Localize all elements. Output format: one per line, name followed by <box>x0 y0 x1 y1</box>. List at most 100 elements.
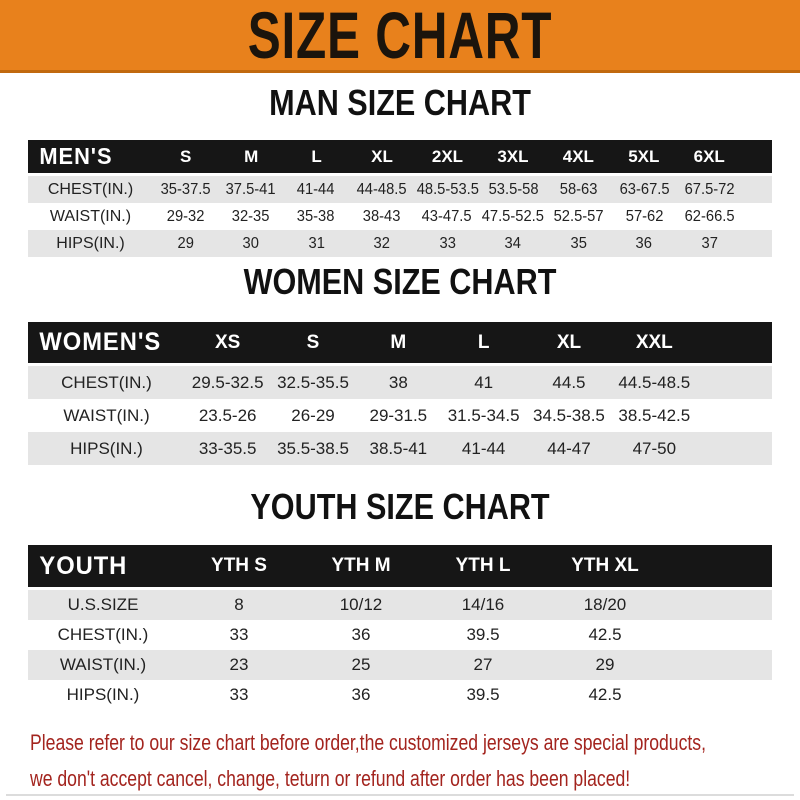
table-header-row: YOUTH YTH S YTH M YTH L YTH XL <box>28 545 772 587</box>
size-value: 42.5 <box>588 685 622 704</box>
column-spacer <box>697 342 772 343</box>
size-value: 67.5-72 <box>684 180 735 198</box>
column-spacer <box>666 695 772 696</box>
column-header: YTH S <box>211 555 267 576</box>
size-value: 38 <box>388 372 408 392</box>
size-value: 52.5-57 <box>554 207 605 225</box>
column-header: XL <box>371 146 393 166</box>
women-size-table: WOMEN'S XS S M L XL XXL CHEST(IN.) 29.5-32.5 32.5… <box>28 322 772 465</box>
youth-size-table: YOUTH YTH S YTH M YTH L YTH XL U.S.SIZE 8 10/12… <box>28 545 772 710</box>
section-heading-youth: YOUTH SIZE CHART <box>0 488 800 534</box>
size-value: 30 <box>242 234 260 252</box>
size-value: 29.5-32.5 <box>191 372 264 392</box>
size-value: 33 <box>439 234 456 252</box>
column-spacer <box>697 415 772 416</box>
table-row: U.S.SIZE 8 10/12 14/16 18/20 <box>28 590 772 620</box>
table-row: CHEST(IN.) 33 36 39.5 42.5 <box>28 620 772 650</box>
size-value: 10/12 <box>339 595 383 614</box>
size-value: 53.5-58 <box>488 180 539 198</box>
size-value: 41 <box>474 372 494 392</box>
row-label: CHEST(IN.) <box>47 180 134 198</box>
size-value: 25 <box>351 655 371 674</box>
column-spacer <box>666 665 772 666</box>
size-value: 31 <box>308 234 325 252</box>
table-row: WAIST(IN.) 23.5-26 26-29 29-31.5 31.5-34.5 34… <box>28 399 772 432</box>
size-value: 58-63 <box>560 180 598 198</box>
size-value: 35-37.5 <box>160 180 211 198</box>
row-label: U.S.SIZE <box>67 595 139 614</box>
size-value: 39.5 <box>466 625 500 644</box>
column-spacer <box>666 566 772 567</box>
table-header-row: WOMEN'S XS S M L XL XXL <box>28 322 772 363</box>
table-header-label: MEN'S <box>39 143 113 169</box>
size-value: 34 <box>504 234 522 252</box>
size-value: 14/16 <box>461 595 505 614</box>
footer-note: Please refer to our size chart before or… <box>30 726 800 798</box>
size-value: 47.5-52.5 <box>481 207 544 225</box>
size-value: 31.5-34.5 <box>447 405 520 425</box>
column-spacer <box>666 635 772 636</box>
size-value: 44.5-48.5 <box>618 372 691 392</box>
size-value: 41-44 <box>297 180 335 198</box>
size-value: 27 <box>473 655 493 674</box>
size-value: 23.5-26 <box>198 405 257 425</box>
row-label: CHEST(IN.) <box>61 372 152 392</box>
column-spacer <box>742 216 772 217</box>
size-value: 62-66.5 <box>684 207 735 225</box>
size-value: 35.5-38.5 <box>277 438 349 458</box>
row-label: WAIST(IN.) <box>59 655 147 674</box>
table-row: HIPS(IN.) 29 30 31 32 33 34 35 36 37 <box>28 230 772 257</box>
table-row: CHEST(IN.) 29.5-32.5 32.5-35.5 38 41 44.5 44.5… <box>28 366 772 399</box>
size-value: 26-29 <box>291 405 335 425</box>
size-value: 29 <box>595 655 615 674</box>
size-value: 35 <box>570 234 587 252</box>
column-header: 3XL <box>497 146 529 166</box>
column-header: L <box>477 331 490 353</box>
column-header: L <box>311 146 322 166</box>
table-row: WAIST(IN.) 23 25 27 29 <box>28 650 772 680</box>
row-label: HIPS(IN.) <box>70 438 143 458</box>
size-value: 8 <box>234 595 244 614</box>
column-header: YTH L <box>455 555 511 576</box>
size-value: 48.5-53.5 <box>416 180 479 198</box>
size-value: 36 <box>351 625 371 644</box>
footer-line-1-text: Please refer to our size chart before or… <box>30 730 706 755</box>
size-value: 42.5 <box>588 625 622 644</box>
column-header: 4XL <box>562 146 594 166</box>
size-value: 32 <box>373 234 391 252</box>
column-header: M <box>244 146 259 166</box>
table-row: CHEST(IN.) 35-37.5 37.5-41 41-44 44-48.5 48.5… <box>28 176 772 203</box>
size-value: 38-43 <box>362 207 400 225</box>
column-header: S <box>306 331 320 353</box>
section-heading-women-text: WOMEN SIZE CHART <box>243 261 557 302</box>
footer-line-2: we don't accept cancel, change, teturn o… <box>30 762 800 798</box>
size-value: 44-47 <box>547 438 591 458</box>
row-label: HIPS(IN.) <box>66 685 140 704</box>
men-size-table: MEN'S S M L XL 2XL 3XL 4XL 5XL 6XL CHEST(IN.) 35-37… <box>28 140 772 257</box>
size-value: 29-31.5 <box>369 405 428 425</box>
size-value: 38.5-41 <box>369 438 428 458</box>
column-header: XS <box>214 331 241 353</box>
row-label: WAIST(IN.) <box>63 405 150 425</box>
column-header: XL <box>556 331 582 353</box>
size-value: 57-62 <box>625 207 664 225</box>
row-label: WAIST(IN.) <box>49 207 132 225</box>
column-spacer <box>697 448 772 449</box>
row-label: CHEST(IN.) <box>57 625 149 644</box>
column-spacer <box>742 189 772 190</box>
size-value: 44-48.5 <box>356 180 407 198</box>
column-header: YTH XL <box>571 555 639 576</box>
size-value: 34.5-38.5 <box>533 405 605 425</box>
banner-title: SIZE CHART <box>247 0 553 72</box>
size-value: 36 <box>635 234 652 252</box>
section-heading-man: MAN SIZE CHART <box>0 84 800 130</box>
size-value: 32.5-35.5 <box>277 372 349 392</box>
section-heading-man-text: MAN SIZE CHART <box>269 82 531 123</box>
table-row: HIPS(IN.) 33-35.5 35.5-38.5 38.5-41 41-44 44-… <box>28 432 772 465</box>
row-label: HIPS(IN.) <box>56 234 125 252</box>
size-value: 33-35.5 <box>198 438 257 458</box>
footer-line-1: Please refer to our size chart before or… <box>30 726 800 762</box>
column-header: M <box>390 331 407 353</box>
size-value: 18/20 <box>583 595 627 614</box>
size-value: 23 <box>229 655 249 674</box>
